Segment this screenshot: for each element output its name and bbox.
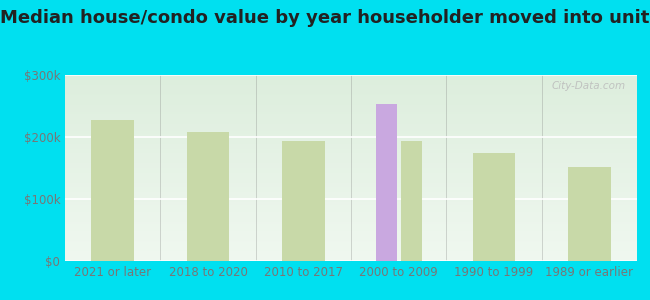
Text: City-Data.com: City-Data.com [551,81,625,91]
Bar [400,141,422,261]
Bar [473,152,515,261]
Bar [91,120,134,261]
Bar [187,132,229,261]
Bar [568,167,611,261]
Bar [282,141,325,261]
Text: Median house/condo value by year householder moved into unit: Median house/condo value by year househo… [0,9,650,27]
Bar [376,104,396,261]
